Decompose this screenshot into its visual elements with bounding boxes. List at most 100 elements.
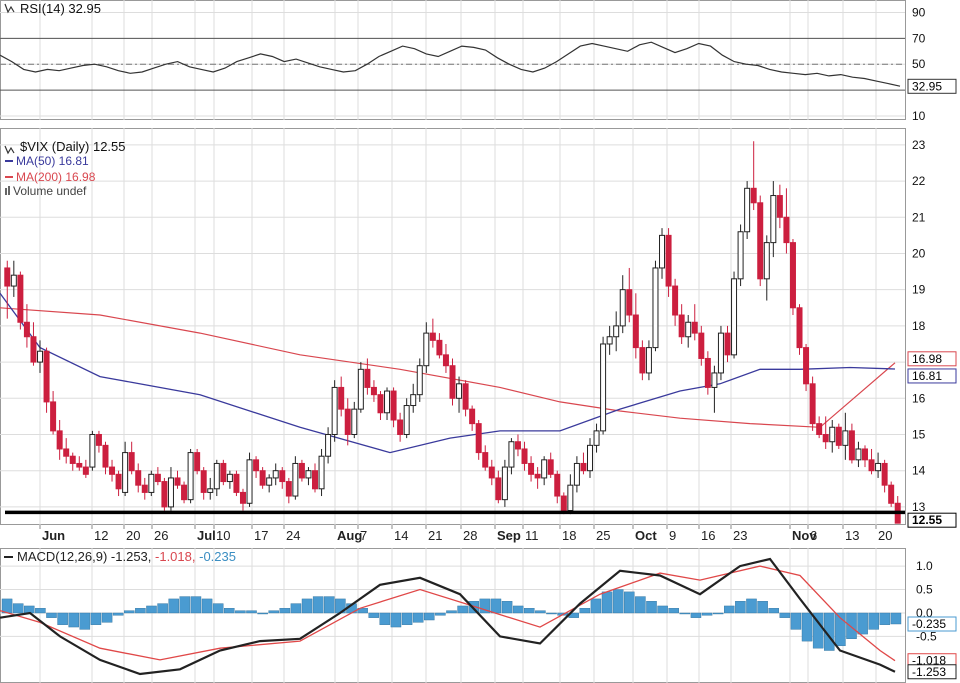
candle-body: [573, 462, 580, 486]
candle-body: [397, 419, 404, 435]
candle-body: [554, 473, 561, 497]
candle-body: [737, 231, 744, 280]
candle-body: [357, 368, 364, 410]
candle-body: [403, 405, 410, 435]
candle-body: [226, 473, 233, 483]
svg-text:32.95: 32.95: [912, 79, 942, 93]
macd-signal-line: [0, 565, 896, 662]
candle-body: [285, 481, 292, 497]
candle-body: [338, 386, 345, 410]
macd-last-value: -1.018: [907, 653, 957, 669]
candle-body: [495, 477, 502, 501]
macd-hist-bar: [701, 612, 713, 616]
x-tick-label: Jun: [42, 528, 65, 543]
macd-hist-bar: [501, 601, 513, 614]
panel-frame-0: [0, 0, 906, 120]
x-tick-label: 16: [701, 528, 715, 543]
x-tick-label: 28: [463, 528, 477, 543]
volume-legend-label: Volume undef: [13, 184, 87, 198]
macd-hist-bar: [24, 605, 35, 614]
ma50-last-value: 16.81: [907, 368, 957, 384]
candle-body: [213, 462, 220, 490]
macd-hist-bar: [668, 608, 679, 614]
price-tick-label: 14: [912, 464, 926, 478]
macd-hist-bar: [512, 605, 524, 614]
macd-title: MACD(12,26,9) -1.253, -1.018, -0.235: [17, 549, 236, 564]
candle-body: [351, 408, 358, 435]
macd-hist-bar: [890, 612, 902, 625]
macd-hist-bar: [35, 608, 46, 614]
candle-body: [423, 332, 430, 367]
macd-hist-bar: [857, 612, 868, 635]
candle-body: [102, 444, 109, 468]
volume-legend-icon: [5, 188, 7, 195]
macd-hist-bar: [524, 608, 535, 614]
candle-body: [43, 350, 50, 403]
macd-hist-bar: [46, 612, 57, 618]
macd-hist-bar: [424, 612, 435, 621]
macd-hist-bar: [101, 612, 113, 623]
candle-body: [410, 394, 417, 407]
candle-body: [783, 216, 790, 244]
candle-body: [645, 347, 652, 374]
x-tick-label: 12: [94, 528, 108, 543]
price-tick-label: 15: [912, 427, 926, 441]
macd-hist-bar: [201, 598, 213, 614]
svg-text:-1.253: -1.253: [912, 665, 946, 679]
candle-body: [469, 408, 476, 425]
candle-body: [82, 466, 89, 475]
price-title: $VIX (Daily) 12.55: [20, 139, 126, 154]
x-tick-label: 6: [810, 528, 817, 543]
macd-hist-bar: [712, 612, 724, 615]
price-tick-label: 21: [912, 210, 926, 224]
macd-hist-bar: [257, 612, 268, 615]
x-tick-label: Jul: [197, 528, 216, 543]
price-tick-label: 19: [912, 283, 926, 297]
macd-hist-bar: [735, 601, 746, 614]
candle-body: [69, 455, 76, 464]
rsi-last-value: 32.95: [907, 78, 957, 94]
candle-body: [731, 278, 738, 356]
macd-hist-bar: [579, 608, 591, 614]
candle-body: [717, 332, 724, 374]
price-legend-icon: [4, 145, 15, 155]
macd-hist-bar: [12, 603, 24, 614]
rsi-tick-label: 10: [912, 109, 926, 123]
macd-hist-bar: [412, 612, 424, 623]
macd-hist-bar: [801, 612, 813, 642]
candle-body: [613, 325, 620, 338]
macd-hist-bar: [124, 610, 135, 614]
candle-body: [724, 332, 731, 356]
x-tick-label: 20: [878, 528, 892, 543]
candle-body: [233, 473, 240, 493]
candle-body: [632, 314, 639, 349]
candle-body: [757, 202, 764, 280]
candle-body: [855, 448, 862, 461]
candle-body: [881, 462, 888, 486]
candle-body: [659, 234, 666, 269]
candle-body: [888, 484, 895, 504]
candle-body: [416, 365, 423, 396]
rsi-tick-label: 90: [912, 5, 926, 19]
candle-body: [50, 401, 57, 432]
macd-hist-bar: [690, 612, 702, 618]
candle-body: [678, 314, 685, 338]
price-tick-label: 18: [912, 319, 926, 333]
candle-body: [331, 386, 338, 435]
candle-body: [639, 347, 646, 374]
candle-body: [803, 347, 810, 385]
candle-body: [449, 365, 456, 399]
price-tick-label: 13: [912, 500, 926, 514]
macd-hist-bar: [612, 589, 624, 614]
candle-body: [848, 430, 855, 461]
macd-hist-bar: [312, 596, 324, 614]
x-tick-label: 25: [596, 528, 610, 543]
macd-hist-bar: [390, 612, 402, 628]
candle-body: [547, 459, 554, 475]
candle-body: [796, 307, 803, 349]
candle-body: [167, 477, 174, 508]
candle-body: [95, 433, 102, 446]
candle-body: [698, 332, 705, 359]
